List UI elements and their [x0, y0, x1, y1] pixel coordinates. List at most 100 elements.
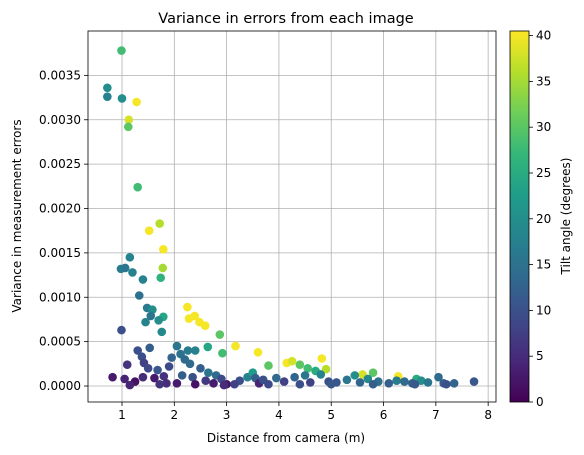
y-tick-label: 0.0020: [39, 202, 81, 216]
data-point: [157, 327, 167, 337]
data-point: [128, 268, 137, 277]
data-point: [279, 377, 289, 386]
data-point: [120, 374, 129, 384]
data-points: [103, 46, 479, 390]
data-point: [287, 356, 297, 366]
data-point: [469, 377, 479, 386]
data-point: [368, 379, 378, 389]
data-point: [134, 291, 144, 300]
y-tick-label: 0.0010: [39, 290, 81, 304]
x-tick-label: 1: [118, 408, 126, 422]
data-point: [321, 364, 331, 374]
y-axis-ticks: 0.0000 0.0005 0.0010 0.0015 0.0020 0.0025 0.00…: [39, 68, 88, 393]
data-point: [350, 371, 360, 380]
data-point: [123, 122, 133, 132]
x-tick-label: 6: [380, 408, 388, 422]
x-tick-label: 8: [484, 408, 492, 422]
data-point: [400, 377, 409, 386]
data-point: [392, 376, 401, 385]
colorbar-label: Tilt angle (degrees): [559, 158, 573, 276]
data-point: [200, 321, 210, 330]
x-axis-ticks: 1 2 3 4 5 6 7 8: [118, 402, 492, 422]
data-point: [185, 359, 195, 369]
data-point: [144, 226, 154, 236]
data-point: [133, 346, 142, 355]
data-point: [272, 373, 281, 383]
data-point: [117, 94, 127, 103]
colorbar-tick-label: 5: [536, 349, 544, 363]
data-point: [196, 363, 205, 373]
data-point: [125, 253, 135, 262]
colorbar: [509, 30, 530, 403]
data-point: [132, 97, 141, 107]
plot-frame: [87, 30, 497, 403]
data-point: [141, 317, 150, 327]
data-point: [219, 380, 229, 390]
data-point: [133, 182, 142, 192]
data-point: [264, 361, 273, 370]
data-point: [108, 372, 117, 382]
data-point: [368, 368, 378, 378]
y-tick-label: 0.0000: [39, 379, 81, 393]
data-point: [103, 83, 112, 93]
data-point: [183, 302, 192, 312]
chart-title: Variance in errors from each image: [158, 11, 414, 27]
x-tick-label: 5: [327, 408, 335, 422]
data-point: [183, 346, 193, 355]
data-point: [434, 372, 443, 382]
x-tick-label: 3: [223, 408, 231, 422]
data-point: [164, 362, 174, 371]
colorbar-ticks: 0 5 10 15 20 25 30 35 40: [529, 29, 551, 409]
data-point: [153, 365, 162, 375]
colorbar-tick-label: 10: [536, 303, 551, 317]
data-point: [124, 115, 134, 125]
data-point: [167, 353, 176, 362]
y-tick-label: 0.0005: [39, 335, 81, 349]
data-point: [384, 379, 394, 388]
data-point: [190, 379, 200, 389]
data-point: [316, 370, 326, 379]
data-point: [154, 316, 163, 325]
x-tick-label: 4: [275, 408, 283, 422]
data-point: [172, 341, 182, 351]
data-point: [162, 379, 171, 388]
data-point: [146, 311, 156, 321]
data-point: [103, 92, 112, 101]
data-point: [190, 346, 200, 355]
data-point: [416, 376, 426, 385]
data-point: [155, 219, 164, 228]
data-point: [159, 245, 168, 254]
data-point: [410, 379, 420, 389]
data-point: [326, 379, 336, 389]
grid-lines: [88, 31, 496, 402]
data-point: [156, 273, 166, 283]
data-point: [218, 348, 227, 358]
data-point: [201, 376, 210, 385]
data-point: [117, 46, 126, 55]
data-point: [158, 263, 168, 273]
colorbar-tick-label: 25: [536, 166, 551, 180]
colorbar-tick-label: 40: [536, 29, 551, 43]
data-point: [253, 347, 263, 357]
data-point: [143, 363, 153, 373]
data-point: [204, 368, 213, 378]
data-point: [215, 330, 225, 339]
data-point: [125, 380, 135, 390]
data-point: [423, 378, 433, 387]
x-tick-label: 7: [432, 408, 440, 422]
data-point: [138, 275, 148, 284]
data-point: [342, 375, 352, 385]
colorbar-tick-label: 15: [536, 258, 551, 272]
data-point: [290, 372, 299, 382]
data-point: [203, 342, 213, 352]
colorbar-tick-label: 20: [536, 212, 551, 226]
data-point: [231, 341, 240, 351]
y-axis-label: Variance in measurement errors: [10, 119, 24, 312]
data-point: [317, 354, 327, 363]
x-tick-label: 2: [170, 408, 178, 422]
data-point: [177, 371, 187, 380]
data-point: [122, 360, 132, 370]
data-point: [190, 311, 200, 321]
y-tick-label: 0.0035: [39, 68, 81, 82]
